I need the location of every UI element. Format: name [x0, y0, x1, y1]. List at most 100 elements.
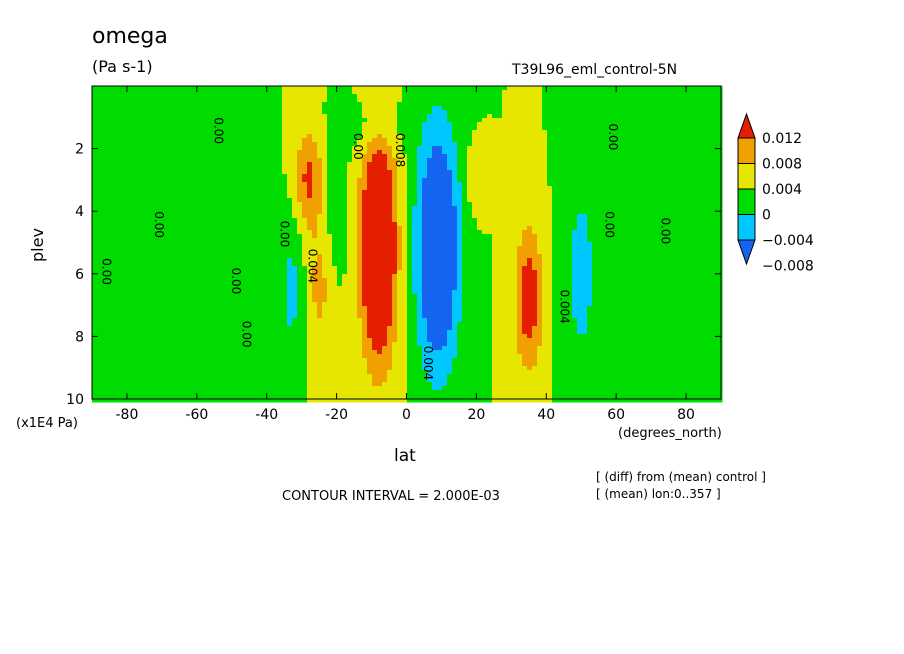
- field-cell: [362, 106, 368, 111]
- field-cell: [182, 170, 188, 175]
- field-cell: [207, 398, 213, 403]
- field-cell: [257, 150, 263, 155]
- field-cell: [347, 114, 353, 119]
- field-cell: [402, 142, 408, 147]
- field-cell: [217, 230, 223, 235]
- field-cell: [312, 198, 318, 203]
- field-cell: [132, 354, 138, 359]
- field-cell: [127, 150, 133, 155]
- field-cell: [392, 274, 398, 279]
- field-cell: [127, 210, 133, 215]
- field-cell: [102, 142, 108, 147]
- field-cell: [202, 382, 208, 387]
- field-cell: [332, 154, 338, 159]
- field-cell: [312, 394, 318, 399]
- field-cell: [202, 210, 208, 215]
- field-cell: [272, 178, 278, 183]
- field-cell: [232, 210, 238, 215]
- field-cell: [192, 386, 198, 391]
- field-cell: [332, 362, 338, 367]
- field-cell: [187, 242, 193, 247]
- field-cell: [222, 382, 228, 387]
- field-cell: [172, 154, 178, 159]
- field-cell: [377, 278, 383, 283]
- field-cell: [117, 106, 123, 111]
- field-cell: [392, 110, 398, 115]
- field-cell: [402, 398, 408, 403]
- field-cell: [402, 118, 408, 123]
- field-cell: [262, 218, 268, 223]
- field-cell: [367, 354, 373, 359]
- field-cell: [162, 366, 168, 371]
- field-cell: [377, 370, 383, 375]
- field-cell: [357, 146, 363, 151]
- field-cell: [402, 146, 408, 151]
- field-cell: [282, 374, 288, 379]
- field-cell: [202, 114, 208, 119]
- field-cell: [242, 142, 248, 147]
- field-cell: [342, 350, 348, 355]
- field-cell: [237, 166, 243, 171]
- field-cell: [212, 166, 218, 171]
- field-cell: [192, 118, 198, 123]
- field-cell: [262, 150, 268, 155]
- field-cell: [372, 302, 378, 307]
- field-cell: [317, 318, 323, 323]
- field-cell: [192, 290, 198, 295]
- field-cell: [107, 254, 113, 259]
- field-cell: [242, 214, 248, 219]
- field-cell: [317, 106, 323, 111]
- field-cell: [277, 302, 283, 307]
- field-cell: [362, 242, 368, 247]
- field-cell: [257, 246, 263, 251]
- field-cell: [237, 170, 243, 175]
- field-cell: [307, 174, 313, 179]
- field-cell: [377, 330, 383, 335]
- field-cell: [117, 362, 123, 367]
- field-cell: [222, 198, 228, 203]
- field-cell: [337, 110, 343, 115]
- field-cell: [247, 182, 253, 187]
- field-cell: [337, 386, 343, 391]
- field-cell: [357, 110, 363, 115]
- field-cell: [142, 246, 148, 251]
- field-cell: [317, 190, 323, 195]
- field-cell: [252, 318, 258, 323]
- field-cell: [127, 346, 133, 351]
- field-cell: [402, 370, 408, 375]
- field-cell: [307, 238, 313, 243]
- field-cell: [117, 206, 123, 211]
- field-cell: [377, 174, 383, 179]
- field-cell: [387, 282, 393, 287]
- field-cell: [347, 122, 353, 127]
- field-cell: [197, 178, 203, 183]
- field-cell: [152, 250, 158, 255]
- field-cell: [162, 126, 168, 131]
- field-cell: [362, 278, 368, 283]
- contour-interval-text: CONTOUR INTERVAL = 2.000E-03: [282, 489, 500, 504]
- field-cell: [227, 362, 233, 367]
- field-cell: [367, 334, 373, 339]
- field-cell: [187, 210, 193, 215]
- field-cell: [127, 138, 133, 143]
- field-cell: [332, 146, 338, 151]
- field-cell: [277, 122, 283, 127]
- field-cell: [372, 246, 378, 251]
- field-cell: [132, 286, 138, 291]
- field-cell: [187, 198, 193, 203]
- field-cell: [152, 114, 158, 119]
- field-cell: [147, 190, 153, 195]
- field-cell: [347, 286, 353, 291]
- field-cell: [137, 326, 143, 331]
- field-cell: [362, 298, 368, 303]
- field-cell: [222, 350, 228, 355]
- field-cell: [302, 274, 308, 279]
- field-cell: [362, 310, 368, 315]
- field-cell: [397, 238, 403, 243]
- field-cell: [372, 166, 378, 171]
- field-cell: [132, 190, 138, 195]
- field-cell: [362, 122, 368, 127]
- field-cell: [157, 86, 163, 91]
- field-cell: [207, 166, 213, 171]
- field-cell: [347, 398, 353, 403]
